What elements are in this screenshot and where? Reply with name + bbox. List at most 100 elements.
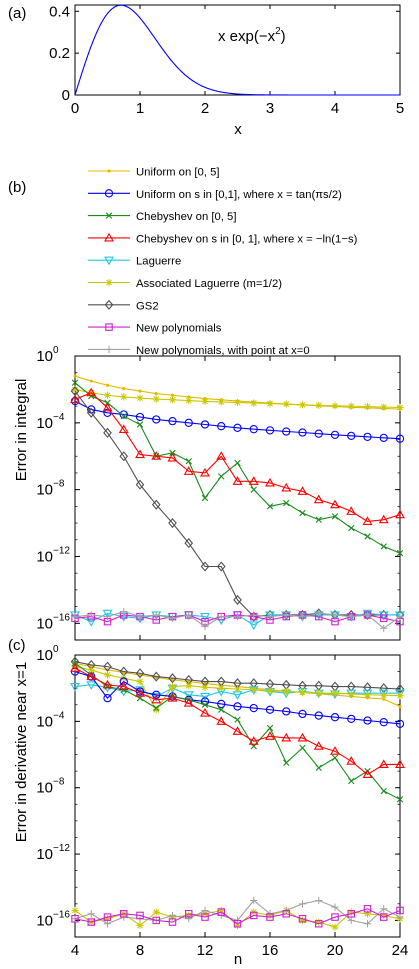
x-tick-label: 4	[331, 100, 339, 117]
panel-a-xlabel: x	[234, 121, 242, 138]
marker-triangle-up	[70, 394, 80, 403]
marker-triangle-up	[362, 516, 373, 525]
data-point	[266, 913, 274, 921]
marker-x	[201, 701, 209, 708]
data-point	[248, 476, 259, 485]
data-point	[314, 711, 323, 720]
data-point	[297, 486, 308, 495]
x-tick-label: 0	[71, 100, 79, 117]
marker-plus	[152, 611, 160, 619]
data-point	[200, 561, 210, 572]
data-point	[119, 410, 128, 419]
data-point	[151, 694, 162, 704]
marker-square	[363, 905, 372, 913]
panel-b-ylabel: Error in integral	[13, 379, 30, 482]
data-point	[395, 509, 405, 519]
marker-star	[152, 395, 160, 403]
data-point	[233, 398, 242, 407]
marker-circle	[135, 412, 145, 422]
data-point	[103, 915, 112, 923]
marker-diamond	[168, 518, 177, 529]
marker-x	[234, 716, 241, 723]
x-tick-label: 8	[136, 942, 144, 959]
marker-x	[201, 494, 209, 502]
marker-circle	[217, 699, 226, 709]
data-point	[380, 905, 388, 913]
y-tick-base: 10	[36, 780, 53, 797]
marker-plus	[347, 916, 355, 925]
data-point	[185, 910, 193, 918]
x-tick-label: 1	[136, 100, 144, 117]
marker-plus	[217, 613, 225, 621]
marker-triangle-down	[200, 613, 210, 622]
marker-star	[380, 691, 388, 699]
marker-star	[103, 391, 112, 399]
y-tick-base: 10	[36, 846, 53, 863]
data-point	[250, 611, 258, 619]
marker-star	[233, 685, 242, 693]
x-tick-label: 2	[201, 100, 209, 117]
data-point	[120, 910, 128, 918]
marker-star	[315, 918, 323, 926]
marker-x	[105, 212, 113, 219]
data-point	[233, 919, 242, 928]
marker-plus	[347, 613, 355, 621]
marker-dot	[107, 169, 111, 173]
marker-plus	[331, 903, 339, 911]
legend-marker	[107, 169, 111, 173]
data-point	[103, 661, 112, 672]
marker-triangle-down	[86, 681, 97, 690]
legend-item: GS2	[88, 299, 159, 312]
marker-star	[152, 908, 160, 916]
data-point	[379, 614, 388, 623]
marker-x	[331, 754, 339, 762]
marker-x	[266, 724, 274, 732]
marker-square	[120, 910, 128, 918]
data-point	[362, 689, 373, 699]
marker-star	[136, 921, 144, 929]
marker-star	[105, 278, 113, 287]
series-assoc_laguerre	[71, 663, 404, 714]
legend-marker	[104, 256, 114, 266]
marker-triangle-up	[281, 482, 292, 492]
marker-x	[396, 796, 404, 803]
data-point	[298, 915, 307, 923]
data-point	[136, 921, 144, 929]
marker-triangle-up	[248, 736, 259, 745]
data-point	[282, 707, 291, 716]
x-tick-label: 3	[266, 100, 274, 117]
x-tick-label: 5	[396, 100, 404, 117]
marker-circle	[395, 434, 405, 443]
marker-star	[71, 663, 79, 671]
data-point	[315, 689, 323, 697]
marker-triangle-up	[183, 697, 194, 707]
marker-circle	[330, 713, 340, 722]
legend-item: Uniform on [0, 5]	[88, 167, 220, 179]
data-point	[395, 434, 405, 443]
marker-triangle-up	[265, 731, 275, 740]
marker-plus	[201, 623, 209, 631]
marker-triangle-up	[378, 514, 389, 524]
marker-square	[331, 913, 339, 921]
data-point	[118, 424, 129, 434]
data-point	[266, 724, 274, 732]
marker-circle	[265, 705, 275, 714]
data-point	[396, 796, 404, 803]
marker-triangle-up	[297, 486, 308, 495]
data-point	[282, 687, 290, 696]
series-uniform_s	[70, 667, 405, 728]
data-point	[395, 611, 405, 621]
marker-diamond	[103, 661, 112, 672]
data-point	[331, 689, 339, 697]
y-tick-exponent: −12	[53, 843, 70, 854]
data-point	[331, 402, 339, 410]
marker-x	[153, 704, 160, 712]
data-point	[378, 759, 389, 769]
data-point	[331, 513, 339, 520]
data-point	[71, 385, 79, 394]
marker-circle	[233, 423, 242, 432]
data-point	[89, 379, 93, 383]
marker-triangle-up	[346, 756, 357, 765]
marker-triangle-up	[330, 746, 340, 755]
